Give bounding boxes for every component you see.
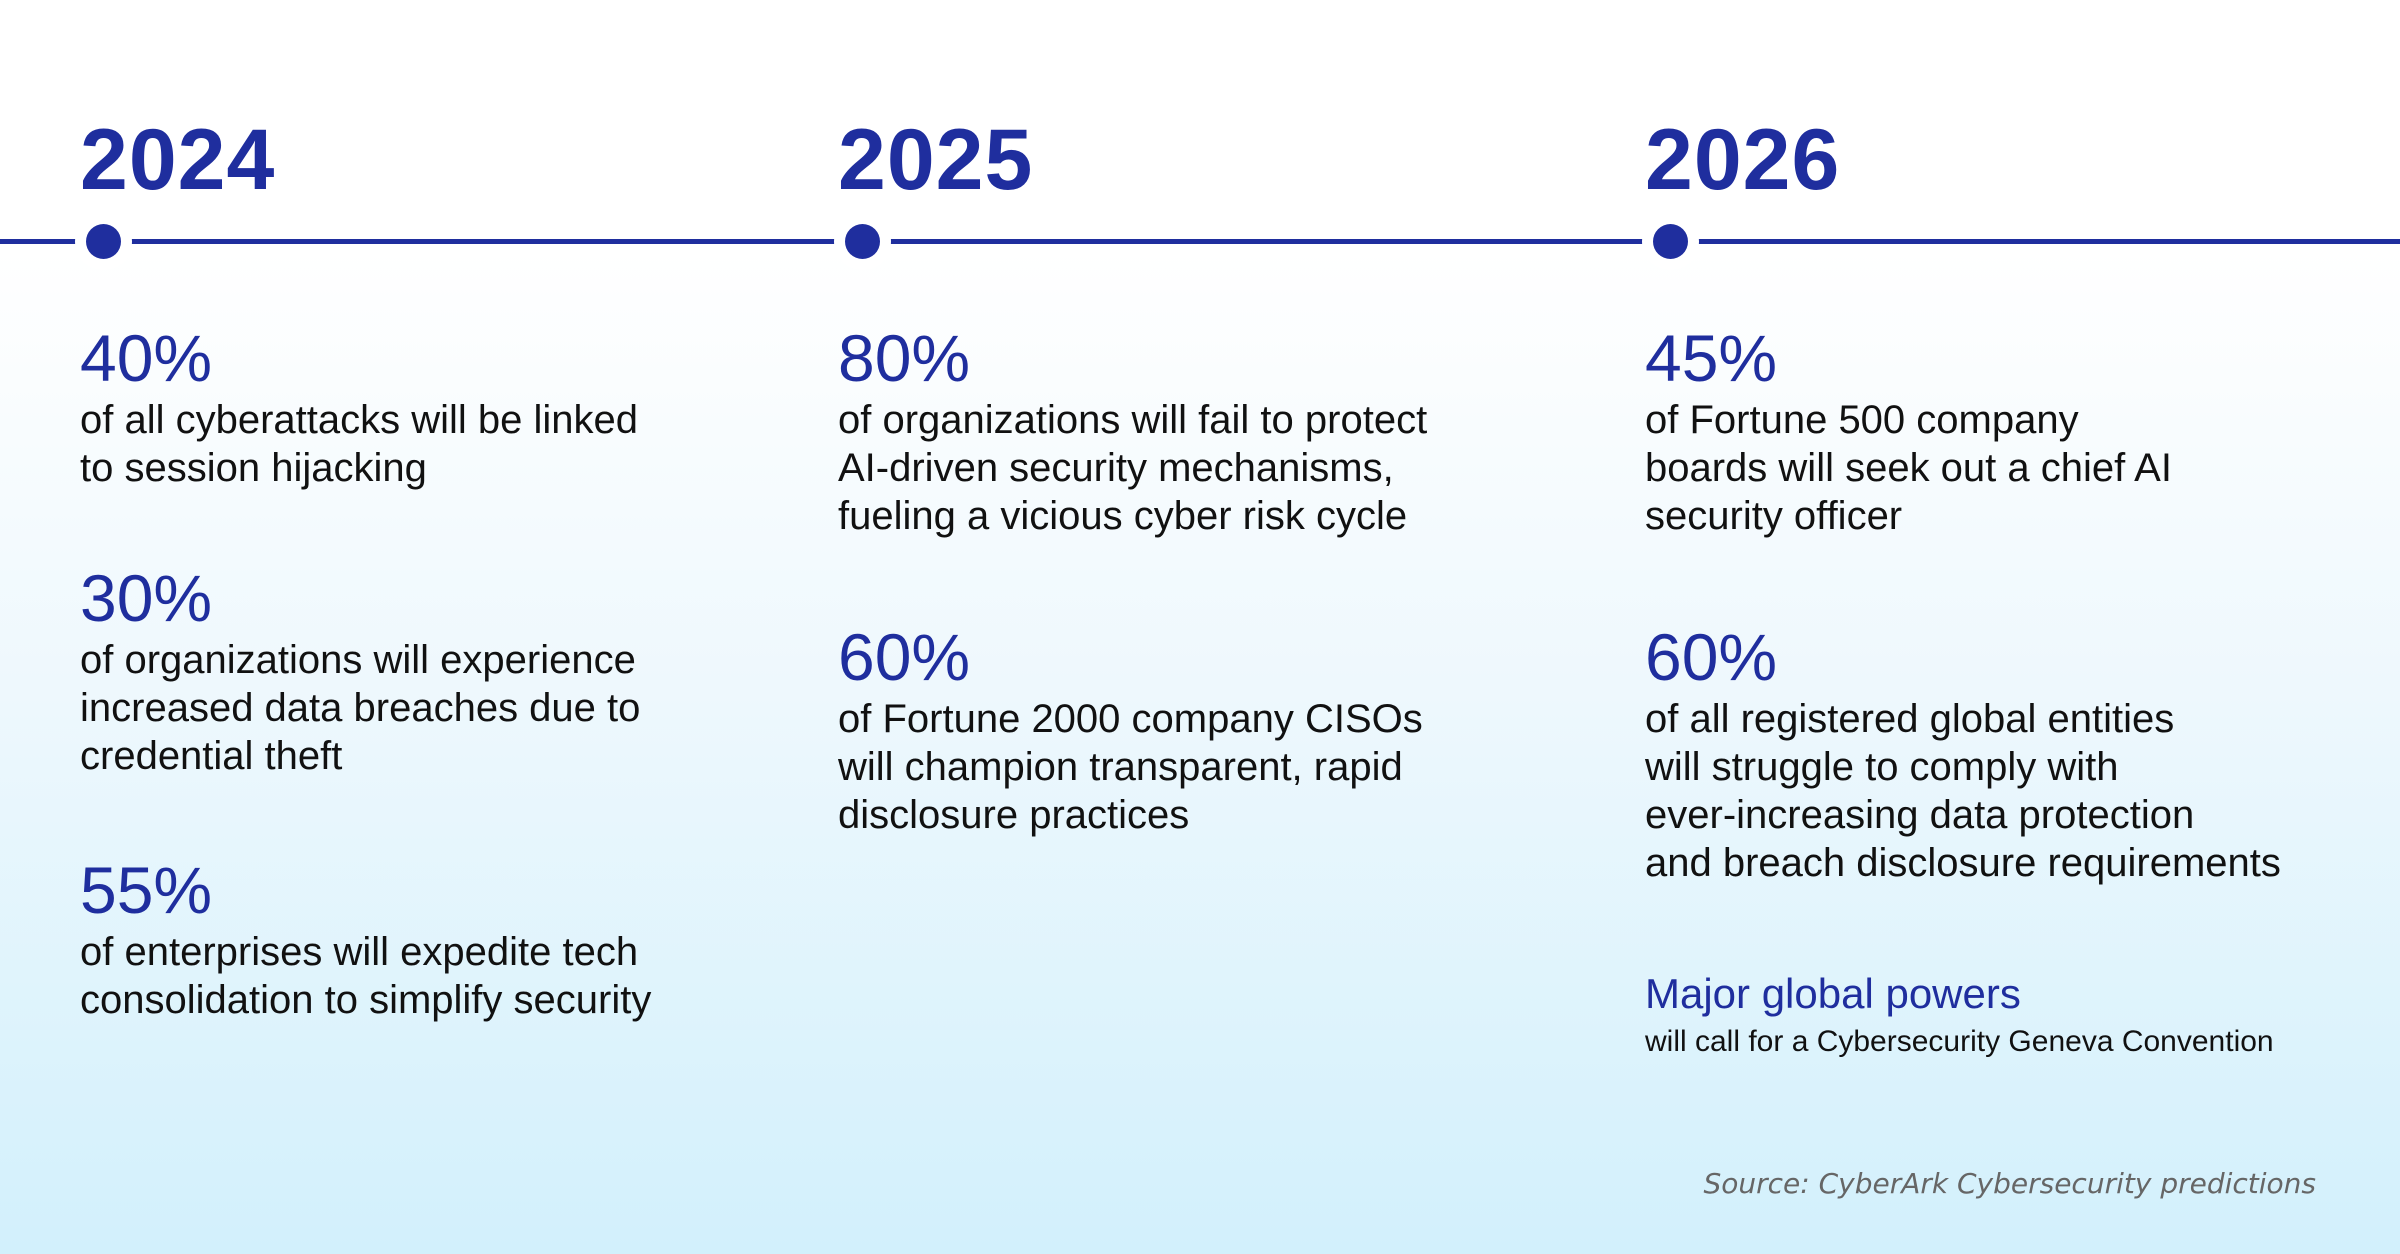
- stat-description-line: ever-increasing data protection: [1645, 793, 2195, 837]
- stat-2026-45: 45% of Fortune 500 company boards will s…: [1645, 320, 2172, 540]
- stat-description-line: of all registered global entities: [1645, 697, 2175, 741]
- stat-2024-30: 30% of organizations will experience inc…: [80, 560, 640, 780]
- stat-description-line: disclosure practices: [838, 793, 1190, 837]
- stat-description-line: fueling a vicious cyber risk cycle: [838, 494, 1408, 538]
- timeline-line: [0, 239, 2400, 244]
- stat-2025-60: 60% of Fortune 2000 company CISOs will c…: [838, 619, 1423, 839]
- timeline-node-2026: [1653, 224, 1688, 259]
- stat-description: of Fortune 2000 company CISOs will champ…: [838, 695, 1423, 839]
- stat-description: of enterprises will expedite tech consol…: [80, 928, 651, 1024]
- stat-description: of all cyberattacks will be linked to se…: [80, 396, 638, 492]
- stat-description-line: of all cyberattacks will be linked: [80, 398, 639, 442]
- year-heading-2025: 2025: [838, 112, 1034, 208]
- stat-description: of organizations will experience increas…: [80, 636, 640, 780]
- stat-description-line: of Fortune 500 company: [1645, 398, 2079, 442]
- stat-description-line: to session hijacking: [80, 446, 427, 490]
- stat-value: 40%: [80, 321, 213, 395]
- stat-description-line: credential theft: [80, 734, 343, 778]
- stat-2025-80: 80% of organizations will fail to protec…: [838, 320, 1427, 540]
- stat-description-line: of organizations will experience: [80, 638, 636, 682]
- timeline-node-2024: [86, 224, 121, 259]
- stat-description-line: and breach disclosure requirements: [1645, 841, 2281, 885]
- stat-2024-55: 55% of enterprises will expedite tech co…: [80, 852, 651, 1024]
- year-heading-2026: 2026: [1645, 112, 1841, 208]
- source-citation: Source: CyberArk Cybersecurity predictio…: [1703, 1167, 2316, 1200]
- stat-value: 80%: [838, 321, 971, 395]
- stat-description-line: consolidation to simplify security: [80, 978, 652, 1022]
- stat-value: 60%: [1645, 620, 1778, 694]
- highlight-description: will call for a Cybersecurity Geneva Con…: [1645, 1025, 2274, 1058]
- stat-description-line: of Fortune 2000 company CISOs: [838, 697, 1423, 741]
- stat-value: 45%: [1645, 321, 1778, 395]
- stat-description-line: of enterprises will expedite tech: [80, 930, 639, 974]
- stat-description-line: AI-driven security mechanisms,: [838, 446, 1394, 490]
- stat-description-line: security officer: [1645, 494, 1903, 538]
- stat-description: of Fortune 500 company boards will seek …: [1645, 396, 2172, 540]
- timeline-node-2025: [845, 224, 880, 259]
- highlight-major-global-powers: Major global powers will call for a Cybe…: [1645, 968, 2274, 1064]
- stat-description-line: will struggle to comply with: [1645, 745, 2119, 789]
- stat-value: 30%: [80, 561, 213, 635]
- year-heading-2024: 2024: [80, 112, 276, 208]
- stat-value: 55%: [80, 853, 213, 927]
- stat-description-line: of organizations will fail to protect: [838, 398, 1428, 442]
- stat-2026-60: 60% of all registered global entities wi…: [1645, 619, 2281, 887]
- highlight-title: Major global powers: [1645, 970, 2021, 1017]
- stat-description-line: increased data breaches due to: [80, 686, 641, 730]
- stat-description-line: boards will seek out a chief AI: [1645, 446, 2172, 490]
- stat-2024-40: 40% of all cyberattacks will be linked t…: [80, 320, 638, 492]
- stat-description: of organizations will fail to protect AI…: [838, 396, 1427, 540]
- stat-description: of all registered global entities will s…: [1645, 695, 2281, 887]
- stat-description-line: will champion transparent, rapid: [838, 745, 1403, 789]
- stat-value: 60%: [838, 620, 971, 694]
